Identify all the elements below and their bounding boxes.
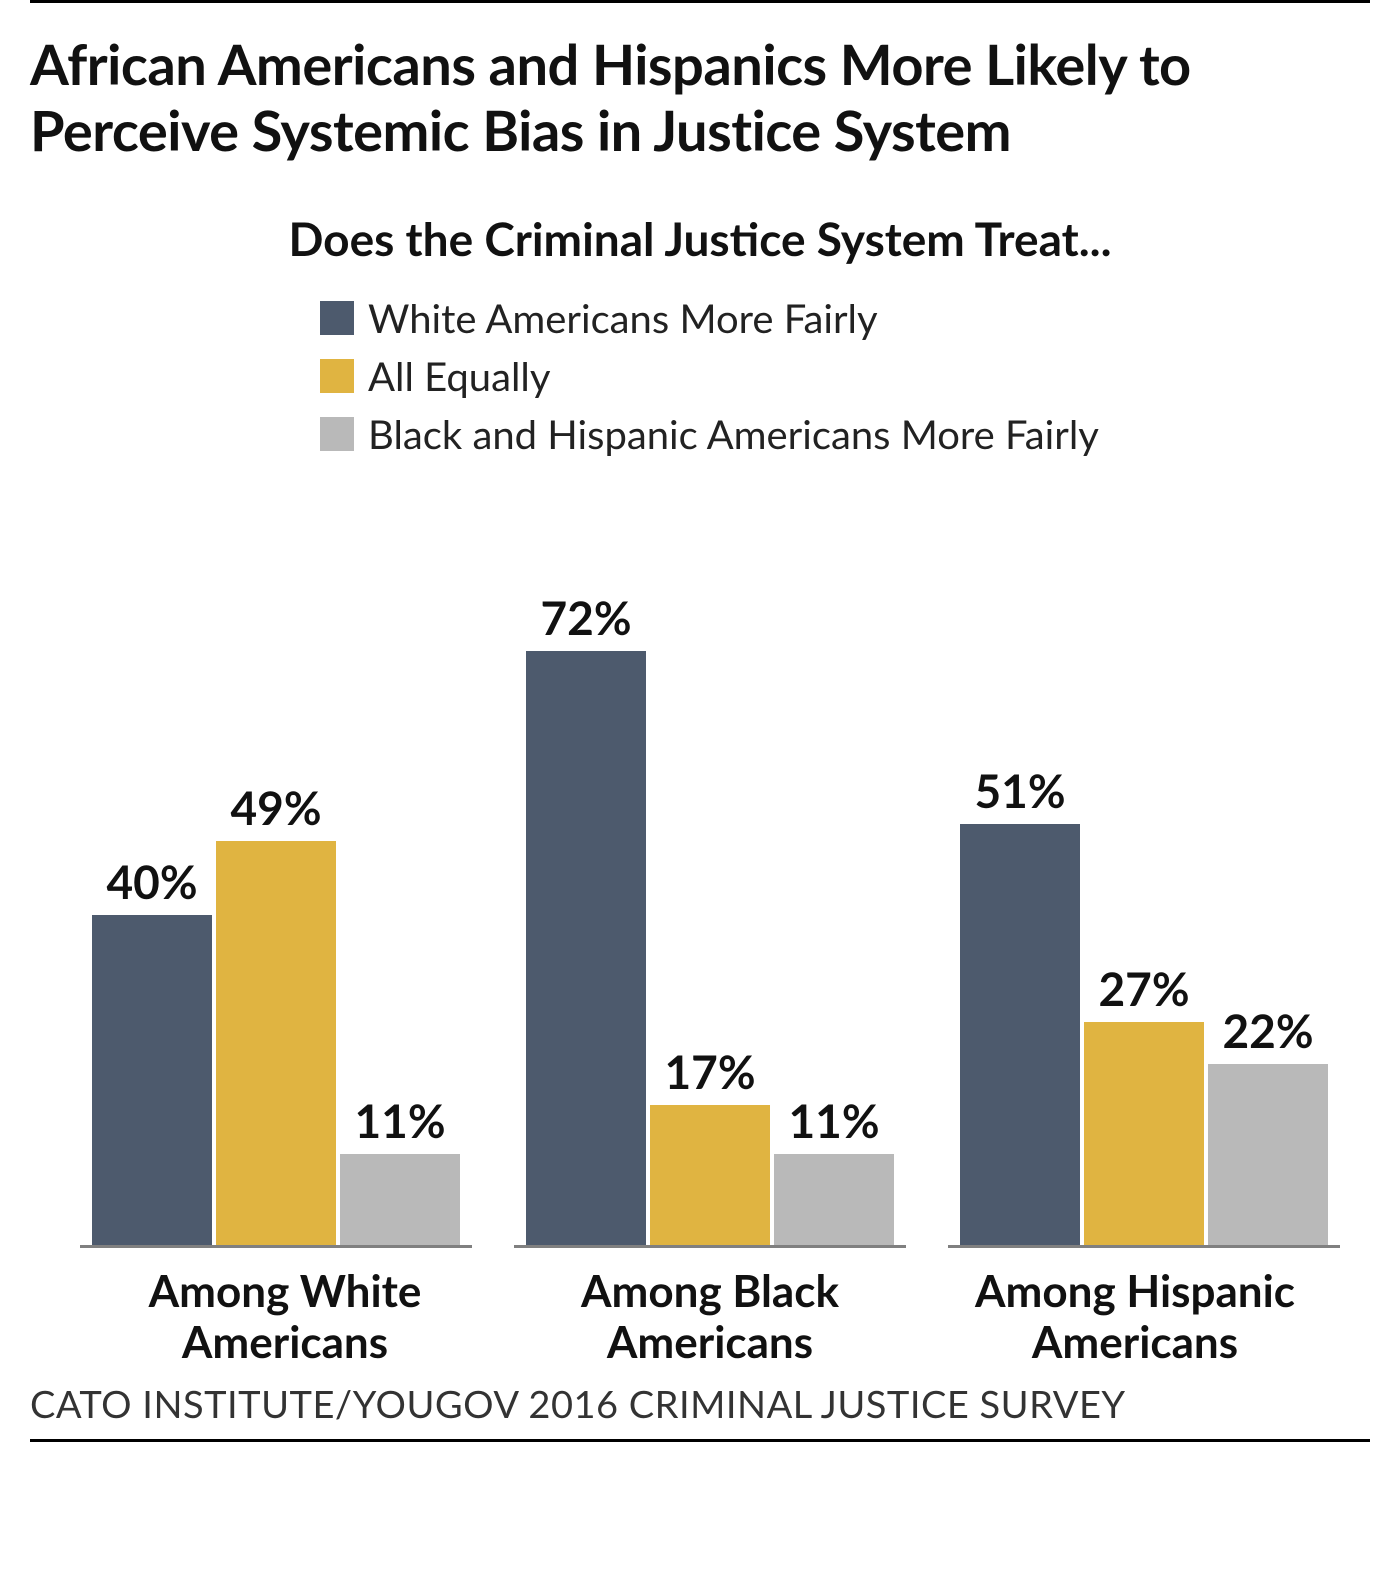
legend-label: All Equally [368, 352, 550, 400]
bar [340, 1154, 460, 1245]
bar-value-label: 27% [1098, 961, 1189, 1016]
bar-value-label: 72% [540, 590, 631, 645]
bar-value-label: 17% [664, 1044, 755, 1099]
legend-swatch-icon [320, 301, 354, 335]
chart-subtitle: Does the Criminal Justice System Treat..… [30, 211, 1370, 266]
bar-wrap: 27% [1084, 961, 1204, 1245]
bar-group: 51% 27% 22% [948, 763, 1340, 1248]
bar [960, 824, 1080, 1245]
bar [1084, 1022, 1204, 1245]
bar-value-label: 11% [354, 1093, 445, 1148]
bar-value-label: 11% [788, 1093, 879, 1148]
legend-item: White Americans More Fairly [320, 294, 1370, 342]
chart-plot-area: 40% 49% 11% 72% 17% 11% 51% 27% 22% [80, 508, 1340, 1248]
bar [1208, 1064, 1328, 1246]
bar-value-label: 51% [974, 763, 1065, 818]
legend-label: White Americans More Fairly [368, 294, 878, 342]
bar-wrap: 17% [650, 1044, 770, 1245]
legend-item: Black and Hispanic Americans More Fairly [320, 410, 1370, 458]
bar-wrap: 11% [340, 1093, 460, 1245]
bar [92, 915, 212, 1245]
x-axis-labels: Among White Americans Among Black Americ… [80, 1266, 1340, 1367]
bar-group: 40% 49% 11% [80, 780, 472, 1248]
bar [774, 1154, 894, 1245]
x-axis-label: Among Black Americans [505, 1266, 915, 1367]
chart-source: CATO INSTITUTE/YOUGOV 2016 CRIMINAL JUST… [30, 1381, 1370, 1427]
bar-wrap: 11% [774, 1093, 894, 1245]
bar [650, 1105, 770, 1245]
x-axis-label: Among White Americans [80, 1266, 490, 1367]
legend-label: Black and Hispanic Americans More Fairly [368, 410, 1099, 458]
chart-container: African Americans and Hispanics More Lik… [0, 0, 1400, 1442]
chart-title: African Americans and Hispanics More Lik… [30, 31, 1370, 163]
legend-swatch-icon [320, 417, 354, 451]
bar-wrap: 22% [1208, 1003, 1328, 1246]
bottom-rule [30, 1439, 1370, 1442]
bar-wrap: 51% [960, 763, 1080, 1245]
bar-value-label: 40% [106, 854, 197, 909]
bar-wrap: 72% [526, 590, 646, 1245]
bar-wrap: 49% [216, 780, 336, 1245]
legend: White Americans More Fairly All Equally … [320, 294, 1370, 458]
bar-value-label: 49% [230, 780, 321, 835]
legend-item: All Equally [320, 352, 1370, 400]
top-rule [30, 0, 1370, 3]
legend-swatch-icon [320, 359, 354, 393]
bar-value-label: 22% [1222, 1003, 1313, 1058]
bar-wrap: 40% [92, 854, 212, 1245]
bar [526, 651, 646, 1245]
bar-group: 72% 17% 11% [514, 590, 906, 1248]
bar [216, 841, 336, 1245]
x-axis-label: Among Hispanic Americans [930, 1266, 1340, 1367]
